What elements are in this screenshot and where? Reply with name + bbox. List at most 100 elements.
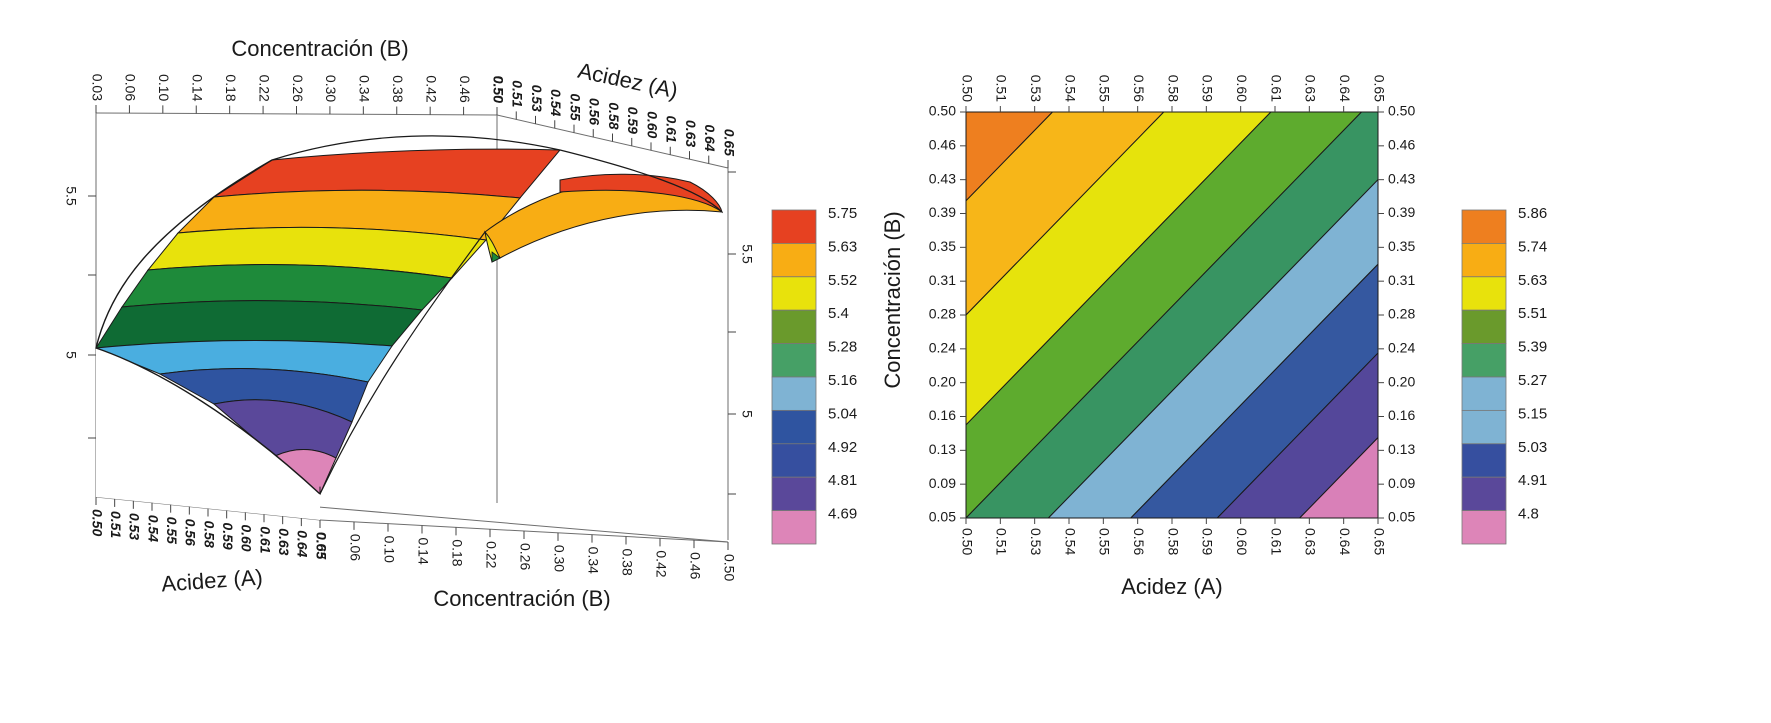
bottom-left-tick-label: 0.60 (239, 524, 255, 551)
top-tick-label: 0.10 (156, 74, 172, 101)
bottom-right-tick-label: 0.06 (347, 534, 363, 561)
top-right-tick-label: 0.65 (721, 129, 737, 156)
bottom-right-axis-label: Concentración (B) (433, 586, 610, 611)
contour-bottom-tick-label: 0.65 (1371, 528, 1387, 555)
bottom-left-tick-label: 0.63 (276, 528, 292, 555)
contour-top-tick-label: 0.56 (1131, 75, 1147, 102)
contour-left-tick-label: 0.24 (929, 340, 956, 356)
contour-left-tick-label: 0.13 (929, 441, 956, 457)
bottom-right-tick-label: 0.10 (381, 536, 397, 563)
surface-front-edge (319, 231, 486, 495)
contour-left-tick-label: 0.28 (929, 306, 956, 322)
surface-bands (95, 148, 562, 496)
z-tick-label-right: 5.5 (739, 244, 755, 264)
top-right-tick-label: 0.58 (606, 102, 622, 129)
legend-swatch (771, 510, 817, 545)
contour-top-tick-label: 0.55 (1097, 75, 1113, 102)
top-right-tick-label: 0.63 (683, 120, 699, 147)
surface-underside (96, 348, 320, 520)
top-tick-label: 0.34 (357, 75, 373, 102)
legend-label: 5.63 (828, 238, 857, 255)
legend-swatch (771, 309, 817, 345)
bottom-left-tick-label: 0.53 (127, 513, 143, 540)
legend-label: 4.69 (828, 506, 857, 523)
top-tick-label: 0.42 (423, 75, 439, 102)
legend-label: 5.04 (828, 405, 857, 422)
contour-right-tick-label: 0.35 (1388, 238, 1415, 254)
bottom-right-tick-label: 0.34 (585, 547, 601, 574)
bottom-right-tick-label: 0.46 (687, 552, 703, 579)
legend-label: 5.16 (828, 372, 857, 389)
contour-right-tick-label: 0.13 (1388, 441, 1415, 457)
legend-label: 5.15 (1518, 405, 1547, 422)
legend-label: 5.28 (828, 339, 857, 356)
legend-label: 4.92 (828, 439, 857, 456)
contour-right-tick-label: 0.09 (1388, 475, 1415, 491)
legend-swatch (771, 476, 817, 512)
contour-band (1299, 436, 1378, 518)
legend-label: 5.86 (1518, 205, 1547, 222)
legend-label: 5.52 (828, 272, 857, 289)
contour-top-tick-label: 0.64 (1337, 75, 1353, 102)
contour-bottom-tick-label: 0.64 (1337, 528, 1353, 555)
top-right-tick-label: 0.50 (490, 76, 506, 103)
bottom-left-tick-label: 0.56 (183, 519, 199, 546)
contour-right-tick-label: 0.20 (1388, 373, 1415, 389)
legend-label: 5.75 (828, 205, 857, 222)
top-tick-label: 0.38 (390, 75, 406, 102)
bottom-left-tick-label: 0.61 (257, 526, 273, 553)
contour-top-tick-label: 0.50 (959, 75, 975, 102)
bottom-right-tick-label: 0.42 (653, 550, 669, 577)
contour-bands (966, 112, 1378, 518)
top-right-tick-label: 0.61 (664, 116, 680, 143)
surface-band (274, 448, 337, 496)
surface-back-edge (95, 159, 273, 349)
contour-band (1047, 178, 1378, 518)
bottom-right-tick-label: 0.30 (551, 545, 567, 572)
top-right-axis-label: Acidez (A) (576, 58, 680, 104)
surface-plot: 0.03 0.06 0.10 0.14 0.18 0.22 0.26 0.30 0.34 0.38… (63, 36, 857, 611)
top-tick-labels: 0.03 0.06 0.10 0.14 0.18 0.22 0.26 0.30 0.34 0.38… (89, 74, 506, 115)
surface-legend: 5.75 5.63 5.52 5.4 5.28 5.16 5.04 4.92 4.81 4.69 (771, 205, 857, 545)
contour-right-tick-label: 0.24 (1388, 340, 1415, 356)
contour-right-tick-label: 0.16 (1388, 407, 1415, 423)
z-tick-labels: 5.5 5 5.5 5 (63, 171, 755, 495)
legend-swatch (1461, 309, 1507, 345)
contour-right-tick-label: 0.50 (1388, 103, 1415, 119)
contour-right-tick-label: 0.39 (1388, 204, 1415, 220)
contour-bottom-tick-label: 0.53 (1028, 528, 1044, 555)
z-tick-label-left: 5 (63, 351, 79, 359)
top-tick-label: 0.50 (490, 76, 506, 103)
contour-left-tick-label: 0.39 (929, 204, 956, 220)
contour-x-label: Acidez (A) (1121, 574, 1222, 599)
contour-top-tick-label: 0.63 (1303, 75, 1319, 102)
bottom-left-tick-label: 0.50 (89, 509, 105, 536)
legend-swatch (1461, 409, 1507, 445)
top-right-tick-label: 0.51 (510, 80, 526, 107)
legend-swatch (771, 276, 817, 311)
top-tick-label: 0.03 (89, 74, 105, 101)
contour-right-tick-label: 0.43 (1388, 170, 1415, 186)
contour-left-tick-label: 0.16 (929, 407, 956, 423)
top-right-tick-labels: 0.50 0.51 0.53 0.54 0.55 0.56 0.58 0.59 0.60 0.61… (490, 76, 737, 168)
contour-ticks: 0.500.500.510.510.530.530.540.540.550.55… (929, 75, 1416, 556)
contour-left-tick-label: 0.35 (929, 238, 956, 254)
legend-label: 5.74 (1518, 238, 1547, 255)
legend-label: 4.8 (1518, 506, 1539, 523)
contour-bottom-tick-label: 0.63 (1303, 528, 1319, 555)
contour-top-tick-label: 0.54 (1062, 75, 1078, 102)
bottom-left-tick-label: 0.54 (145, 515, 161, 542)
legend-swatch (1461, 343, 1507, 378)
top-right-tick-label: 0.59 (625, 107, 641, 134)
legend-label: 4.81 (828, 472, 857, 489)
legend-swatch (771, 242, 817, 278)
legend-label: 4.91 (1518, 472, 1547, 489)
legend-swatch (1461, 376, 1507, 411)
legend-label: 5.39 (1518, 339, 1547, 356)
contour-left-tick-label: 0.05 (929, 509, 956, 525)
bottom-right-tick-label: 0.18 (449, 539, 465, 566)
bottom-left-tick-label: 0.55 (164, 517, 180, 544)
legend-swatch (1461, 209, 1507, 244)
contour-bottom-tick-label: 0.58 (1165, 528, 1181, 555)
